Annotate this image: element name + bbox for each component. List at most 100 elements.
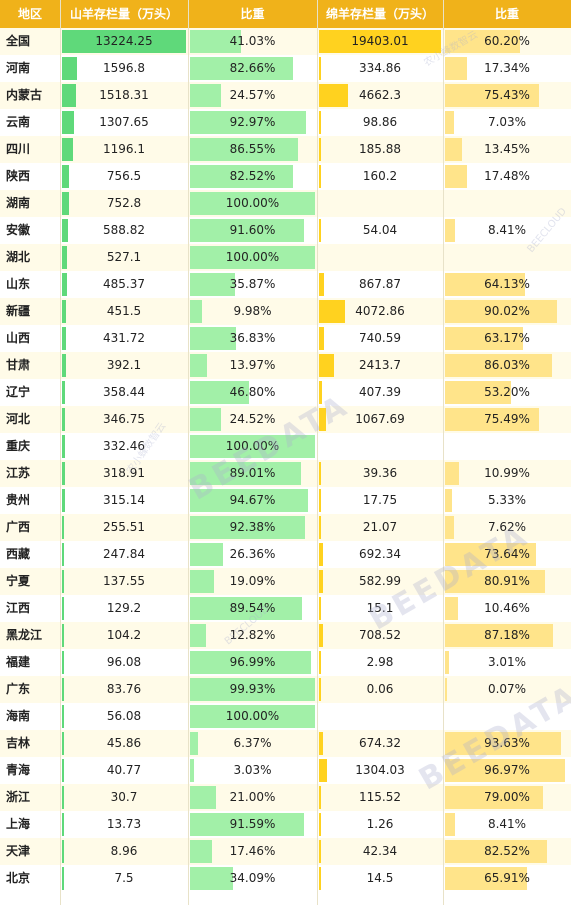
sheep-stock-cell: 692.34 <box>317 541 443 568</box>
region-cell: 广东 <box>6 682 31 696</box>
goat-share-value: 100.00% <box>225 439 280 453</box>
sheep-stock-bar <box>319 516 321 539</box>
sheep-stock-value <box>317 703 443 730</box>
header-sheep: 绵羊存栏量（万头） <box>325 7 434 21</box>
sheep-stock-value: 39.36 <box>362 466 398 480</box>
sheep-share-value: 64.13% <box>484 277 530 291</box>
goat-stock-cell: 756.5 <box>60 163 188 190</box>
sheep-share-cell: 17.34% <box>443 55 571 82</box>
table-row: 重庆 332.46 100.00% <box>0 433 571 460</box>
sheep-share-cell: 10.99% <box>443 460 571 487</box>
region-cell: 天津 <box>6 844 31 858</box>
sheep-stock-bar <box>319 624 323 647</box>
goat-share-value: 41.03% <box>229 34 276 48</box>
table-row: 安徽 588.82 91.60% 54.04 8.41% <box>0 217 571 244</box>
goat-share-value: 99.93% <box>229 682 276 696</box>
sheep-share-bar <box>445 111 454 134</box>
goat-stock-cell: 346.75 <box>60 406 188 433</box>
goat-share-cell: 21.00% <box>188 784 317 811</box>
sheep-share-value: 10.46% <box>484 601 530 615</box>
region-cell: 湖南 <box>6 196 31 210</box>
sheep-stock-value: 21.07 <box>362 520 398 534</box>
sheep-share-cell: 13.45% <box>443 136 571 163</box>
goat-share-cell: 92.38% <box>188 514 317 541</box>
sheep-stock-bar <box>319 138 321 161</box>
goat-stock-value: 588.82 <box>103 223 145 237</box>
sheep-share-cell: 73.64% <box>443 541 571 568</box>
goat-share-bar <box>190 246 315 269</box>
sheep-share-bar <box>445 381 511 404</box>
goat-share-cell: 89.01% <box>188 460 317 487</box>
sheep-share-bar <box>445 300 557 323</box>
goat-share-bar <box>190 138 298 161</box>
goat-share-bar <box>190 597 302 620</box>
goat-stock-bar <box>62 624 64 647</box>
sheep-stock-bar <box>319 381 322 404</box>
goat-stock-cell: 358.44 <box>60 379 188 406</box>
goat-share-cell: 91.59% <box>188 811 317 838</box>
goat-share-bar <box>190 624 206 647</box>
goat-share-bar <box>190 30 241 53</box>
sheep-stock-cell: 407.39 <box>317 379 443 406</box>
table-row: 河南 1596.8 82.66% 334.86 17.34% <box>0 55 571 82</box>
goat-stock-cell: 96.08 <box>60 649 188 676</box>
table-row: 广东 83.76 99.93% 0.06 0.07% <box>0 676 571 703</box>
goat-stock-cell: 1196.1 <box>60 136 188 163</box>
sheep-share-bar <box>445 219 455 242</box>
sheep-stock-value: 14.5 <box>366 871 394 885</box>
sheep-share-value: 8.41% <box>487 817 527 831</box>
column-divider <box>317 0 318 905</box>
sheep-share-bar <box>445 624 553 647</box>
sheep-stock-cell: 674.32 <box>317 730 443 757</box>
table-row: 上海 13.73 91.59% 1.26 8.41% <box>0 811 571 838</box>
goat-stock-value: 752.8 <box>106 196 142 210</box>
goat-stock-value: 40.77 <box>106 763 142 777</box>
goat-share-bar <box>190 840 212 863</box>
goat-stock-value: 315.14 <box>103 493 145 507</box>
goat-stock-cell: 255.51 <box>60 514 188 541</box>
sheep-stock-value: 2413.7 <box>359 358 401 372</box>
sheep-stock-bar <box>319 354 334 377</box>
goat-share-value: 100.00% <box>225 196 280 210</box>
goat-stock-cell: 137.55 <box>60 568 188 595</box>
table-row: 全国 13224.25 41.03% 19403.01 60.20% <box>0 28 571 55</box>
sheep-stock-bar <box>319 57 321 80</box>
goat-share-bar <box>190 570 214 593</box>
sheep-share-cell: 10.46% <box>443 595 571 622</box>
table-row: 浙江 30.7 21.00% 115.52 79.00% <box>0 784 571 811</box>
goat-stock-value: 137.55 <box>103 574 145 588</box>
region-cell: 福建 <box>6 655 31 669</box>
region-cell: 吉林 <box>6 736 31 750</box>
goat-share-bar <box>190 759 194 782</box>
goat-share-bar <box>190 705 315 728</box>
goat-share-cell: 26.36% <box>188 541 317 568</box>
table-row: 天津 8.96 17.46% 42.34 82.52% <box>0 838 571 865</box>
goat-share-value: 46.80% <box>229 385 276 399</box>
sheep-share-cell: 82.52% <box>443 838 571 865</box>
goat-stock-bar <box>62 678 64 701</box>
sheep-share-bar <box>445 489 452 512</box>
goat-share-value: 12.82% <box>229 628 276 642</box>
sheep-share-bar <box>445 840 547 863</box>
goat-stock-bar <box>62 867 64 890</box>
goat-share-bar <box>190 84 221 107</box>
sheep-share-bar <box>445 678 447 701</box>
region-cell: 云南 <box>6 115 31 129</box>
sheep-share-value: 17.34% <box>484 61 530 75</box>
sheep-share-bar <box>445 813 455 836</box>
goat-stock-cell: 318.91 <box>60 460 188 487</box>
region-cell: 江苏 <box>6 466 31 480</box>
goat-share-bar <box>190 273 235 296</box>
goat-share-value: 86.55% <box>229 142 276 156</box>
sheep-stock-bar <box>319 813 321 836</box>
sheep-stock-value: 98.86 <box>362 115 398 129</box>
table-row: 湖南 752.8 100.00% <box>0 190 571 217</box>
sheep-stock-value: 160.2 <box>362 169 398 183</box>
sheep-stock-bar <box>319 732 323 755</box>
goat-stock-bar <box>62 489 65 512</box>
sheep-share-cell: 63.17% <box>443 325 571 352</box>
sheep-stock-cell <box>317 433 443 460</box>
goat-stock-value: 247.84 <box>103 547 145 561</box>
goat-share-bar <box>190 462 301 485</box>
